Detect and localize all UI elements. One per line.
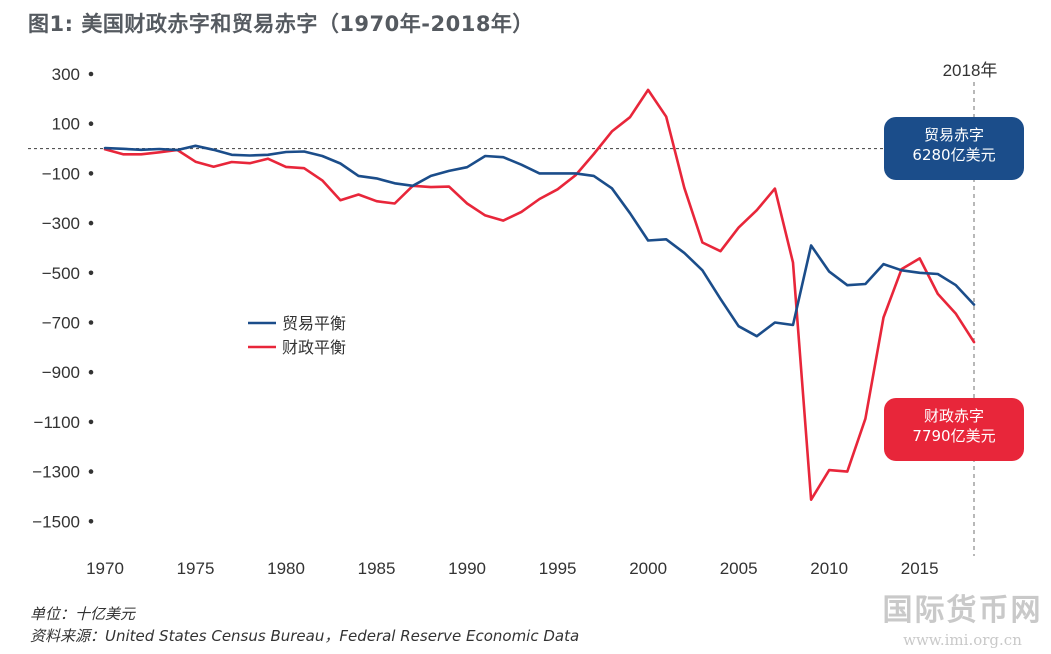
series-lines xyxy=(103,88,976,502)
x-tick-label: 2015 xyxy=(901,559,939,578)
watermark-logo: 国际货币网 www.imi.org.cn xyxy=(880,585,1045,649)
y-tick-label: −700 xyxy=(42,314,80,333)
y-tick-label: −1100 xyxy=(34,413,80,432)
trade-deficit-callout: 贸易赤字 6280亿美元 xyxy=(884,117,1024,180)
y-tick-label: 300 xyxy=(52,65,80,84)
y-tick-label: −100 xyxy=(42,164,80,183)
x-tick-label: 1990 xyxy=(448,559,486,578)
y-tick-dot xyxy=(88,320,94,325)
x-tick-label: 2005 xyxy=(720,559,758,578)
y-tick-dot xyxy=(88,220,94,226)
fiscal-callout-title: 财政赤字 xyxy=(923,407,984,425)
x-tick-label: 1975 xyxy=(177,559,215,578)
y-tick-label: −300 xyxy=(42,214,80,233)
y-tick-dot xyxy=(88,71,94,77)
x-tick-label: 2010 xyxy=(810,559,848,578)
x-axis: 1970 1975 1980 1985 1990 1995 2000 2005 2010 2015 xyxy=(86,559,939,578)
watermark-text: 国际货币网 xyxy=(882,593,1043,628)
legend-label: 贸易平衡 xyxy=(282,314,346,333)
reference-lines xyxy=(28,82,975,556)
y-tick-dot xyxy=(88,419,94,425)
y-tick-dot xyxy=(88,121,94,126)
y-tick-dot xyxy=(88,171,94,176)
trade-callout-title: 贸易赤字 xyxy=(923,126,984,144)
x-tick-label: 2000 xyxy=(629,559,667,578)
y-tick-dot xyxy=(88,270,94,276)
x-tick-label: 1995 xyxy=(539,559,577,578)
source-note: 资料来源：United States Census Bureau，Federal… xyxy=(30,627,580,645)
y-tick-label: −900 xyxy=(42,363,80,382)
legend-label: 财政平衡 xyxy=(282,338,346,357)
trade-callout-value: 6280亿美元 xyxy=(912,146,996,164)
series-line-fiscal xyxy=(103,88,976,502)
marker-year-label: 2018年 xyxy=(943,61,998,80)
watermark-url: www.imi.org.cn xyxy=(903,631,1022,649)
unit-note: 单位：十亿美元 xyxy=(30,605,136,623)
y-tick-dot xyxy=(88,519,94,524)
series-line-trade xyxy=(103,144,976,338)
fiscal-deficit-callout: 财政赤字 7790亿美元 xyxy=(884,398,1024,461)
chart-title: 图1: 美国财政赤字和贸易赤字（1970年-2018年） xyxy=(28,12,534,36)
y-tick-dot xyxy=(88,469,94,474)
y-tick-label: 100 xyxy=(52,115,80,134)
x-tick-label: 1980 xyxy=(267,559,305,578)
fiscal-callout-value: 7790亿美元 xyxy=(912,427,996,445)
y-axis: 300 100 −100 −300 −500 −700 −900 −1100 −1300 −150… xyxy=(32,65,94,531)
y-tick-label: −1500 xyxy=(32,512,80,531)
y-tick-dot xyxy=(88,369,94,375)
y-tick-label: −500 xyxy=(42,264,80,283)
x-tick-label: 1970 xyxy=(86,559,124,578)
x-tick-label: 1985 xyxy=(358,559,396,578)
y-tick-label: −1300 xyxy=(32,463,80,482)
